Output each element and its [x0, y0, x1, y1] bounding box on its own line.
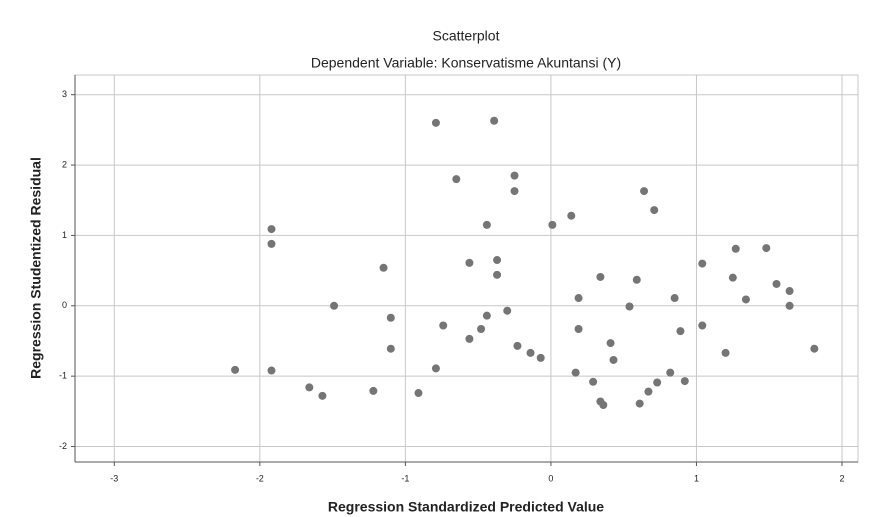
point [640, 187, 648, 195]
point [483, 312, 491, 320]
point [762, 244, 770, 252]
y-axis-label: Regression Studentized Residual [28, 157, 44, 379]
y-tick-label: 2 [62, 159, 67, 169]
point [548, 221, 556, 229]
y-tick-label: -1 [59, 371, 67, 381]
point [633, 276, 641, 284]
point [483, 221, 491, 229]
point [666, 369, 674, 377]
chart: Scatterplot Dependent Variable: Konserva… [0, 0, 870, 517]
point [772, 280, 780, 288]
point [537, 354, 545, 362]
point [490, 117, 498, 125]
x-tick-label: -1 [401, 473, 409, 483]
point [511, 187, 519, 195]
point [729, 274, 737, 282]
point [432, 119, 440, 127]
point [503, 307, 511, 315]
y-tick-label: 0 [62, 300, 67, 310]
point [511, 172, 519, 180]
point [722, 349, 730, 357]
point [414, 389, 422, 397]
point [231, 366, 239, 374]
point [681, 377, 689, 385]
point [596, 273, 604, 281]
point [636, 400, 644, 408]
point [742, 295, 750, 303]
point [387, 314, 395, 322]
point [305, 383, 313, 391]
point [439, 321, 447, 329]
point [786, 287, 794, 295]
y-tick-label: 1 [62, 230, 67, 240]
point [493, 271, 501, 279]
point [527, 349, 535, 357]
point [698, 260, 706, 268]
point [493, 256, 501, 264]
x-axis-label: Regression Standardized Predicted Value [328, 499, 604, 515]
point [671, 294, 679, 302]
point [267, 225, 275, 233]
x-tick-label: 1 [694, 473, 699, 483]
y-tick-label: 3 [62, 89, 67, 99]
point [452, 175, 460, 183]
point [387, 345, 395, 353]
point [575, 325, 583, 333]
point [318, 392, 326, 400]
point [589, 378, 597, 386]
x-tick-label: 2 [839, 473, 844, 483]
point [607, 339, 615, 347]
point [698, 321, 706, 329]
point [380, 264, 388, 272]
point [369, 387, 377, 395]
plot-area [75, 75, 858, 462]
point [810, 345, 818, 353]
point [644, 388, 652, 396]
x-tick-label: -2 [256, 473, 264, 483]
point [513, 342, 521, 350]
chart-title: Scatterplot [433, 28, 500, 44]
point [465, 259, 473, 267]
chart-subtitle: Dependent Variable: Konservatisme Akunta… [311, 55, 621, 71]
point [267, 367, 275, 375]
point [572, 369, 580, 377]
point [432, 364, 440, 372]
point [267, 240, 275, 248]
point [567, 212, 575, 220]
x-tick-label: 0 [548, 473, 553, 483]
point [653, 378, 661, 386]
x-tick-label: -3 [110, 473, 118, 483]
point [465, 335, 473, 343]
point [609, 356, 617, 364]
point [732, 245, 740, 253]
point [650, 206, 658, 214]
point [330, 302, 338, 310]
point [626, 302, 634, 310]
point [786, 302, 794, 310]
point [575, 294, 583, 302]
point [676, 327, 684, 335]
y-tick-label: -2 [59, 441, 67, 451]
point [477, 325, 485, 333]
point [599, 401, 607, 409]
